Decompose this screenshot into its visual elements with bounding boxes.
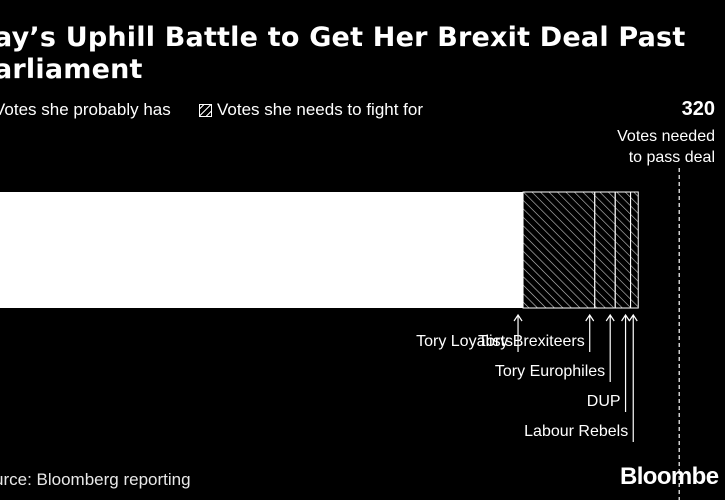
- legend-label-probably-has: Votes she probably has: [0, 100, 171, 119]
- arrow-icon-dup: [621, 313, 631, 412]
- chart-title: ay’s Uphill Battle to Get Her Brexit Dea…: [0, 22, 686, 85]
- bar-segment-labour-rebels: [630, 191, 639, 309]
- bar-segment-tory-loyalists: [0, 192, 524, 308]
- bar-segment-dup: [614, 191, 632, 309]
- bar-segment-tory-europhiles: [594, 191, 616, 309]
- arrow-icon-tory-europhiles: [605, 313, 615, 382]
- category-label-tory-loyalists: Tory Loyalists: [416, 333, 513, 350]
- legend-label-needs-to-fight: Votes she needs to fight for: [217, 100, 424, 119]
- category-label-labour-rebels: Labour Rebels: [524, 423, 628, 440]
- bar-segment-tory-brexiteers: [522, 191, 596, 309]
- category-label-tory-brexiteers: Tory Brexiteers: [478, 333, 585, 350]
- source-note: urce: Bloomberg reporting: [0, 470, 191, 489]
- category-label-tory-europhiles: Tory Europhiles: [495, 363, 605, 380]
- arrow-icon-labour-rebels: [628, 313, 638, 442]
- legend-item-probably-has: Votes she probably has: [0, 100, 171, 120]
- bloomberg-logo: Bloombe: [620, 463, 719, 490]
- threshold-value: 320: [681, 98, 715, 120]
- category-label-dup: DUP: [587, 393, 621, 410]
- arrow-icon-tory-brexiteers: [585, 313, 595, 352]
- threshold-label: Votes needed to pass deal: [617, 128, 715, 166]
- legend-item-needs-to-fight: Votes she needs to fight for: [199, 100, 423, 120]
- arrow-icon-tory-loyalists: [513, 313, 523, 352]
- hatched-swatch-icon: [199, 103, 212, 117]
